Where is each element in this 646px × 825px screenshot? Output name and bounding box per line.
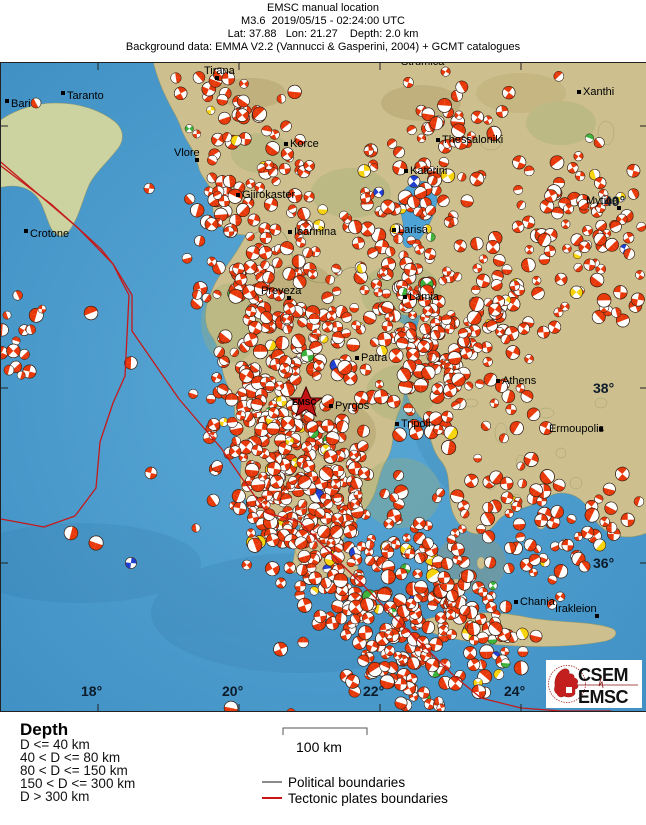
svg-text:EMSC: EMSC: [578, 687, 629, 707]
svg-text:36°: 36°: [593, 555, 614, 571]
svg-text:Bari: Bari: [11, 98, 31, 110]
svg-text:Irakleion: Irakleion: [555, 603, 597, 615]
svg-text:Tectonic plates boundaries: Tectonic plates boundaries: [288, 791, 448, 806]
svg-text:Patra: Patra: [361, 352, 388, 364]
svg-text:18°: 18°: [81, 683, 102, 699]
svg-text:Katerini: Katerini: [410, 165, 447, 177]
svg-text:Thessaloniki: Thessaloniki: [442, 134, 503, 146]
svg-text:Korce: Korce: [290, 138, 319, 150]
svg-text:38°: 38°: [593, 380, 614, 396]
svg-text:Xanthi: Xanthi: [583, 86, 614, 98]
svg-text:40°: 40°: [604, 193, 625, 209]
svg-text:Tripoli: Tripoli: [401, 418, 431, 430]
svg-text:Gjirokaster: Gjirokaster: [242, 189, 296, 201]
svg-text:Taranto: Taranto: [67, 90, 104, 102]
svg-text:Ioannina: Ioannina: [294, 226, 337, 238]
svg-text:Lamia: Lamia: [409, 291, 440, 303]
svg-text:Tirana: Tirana: [204, 65, 236, 77]
svg-text:Athens: Athens: [502, 375, 537, 387]
svg-text:CSEM: CSEM: [578, 665, 628, 685]
svg-text:Larisa: Larisa: [398, 224, 429, 236]
svg-text:Pyrgos: Pyrgos: [335, 400, 370, 412]
svg-text:Ermoupolis: Ermoupolis: [549, 423, 605, 435]
svg-text:Chania: Chania: [520, 596, 556, 608]
svg-text:Strumica: Strumica: [401, 63, 445, 68]
svg-text:24°: 24°: [504, 683, 525, 699]
svg-text:EMSC: EMSC: [292, 397, 317, 407]
svg-text:20°: 20°: [222, 683, 243, 699]
svg-text:Crotone: Crotone: [30, 228, 69, 240]
svg-text:Vlore: Vlore: [174, 147, 200, 159]
svg-text:Preveza: Preveza: [261, 285, 302, 297]
svg-text:100 km: 100 km: [296, 739, 342, 755]
svg-text:22°: 22°: [363, 683, 384, 699]
